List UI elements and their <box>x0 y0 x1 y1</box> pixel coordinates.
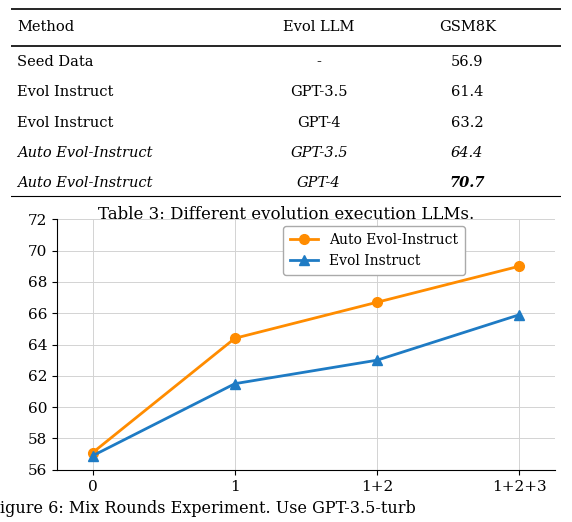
Text: 56.9: 56.9 <box>451 55 483 69</box>
Auto Evol-Instruct <box>374 299 380 305</box>
Evol Instruct <box>232 381 239 387</box>
Text: igure 6: Mix Rounds Experiment. Use GPT-3.5-turb: igure 6: Mix Rounds Experiment. Use GPT-… <box>0 500 416 517</box>
Text: GSM8K: GSM8K <box>439 20 496 34</box>
Text: GPT-4: GPT-4 <box>297 176 341 190</box>
Text: Table 3: Different evolution execution LLMs.: Table 3: Different evolution execution L… <box>98 206 474 223</box>
Text: Evol Instruct: Evol Instruct <box>17 86 113 100</box>
Text: 61.4: 61.4 <box>451 86 483 100</box>
Text: Evol LLM: Evol LLM <box>283 20 355 34</box>
Evol Instruct <box>374 357 380 363</box>
Text: Seed Data: Seed Data <box>17 55 93 69</box>
Text: GPT-3.5: GPT-3.5 <box>290 86 348 100</box>
Text: GPT-4: GPT-4 <box>297 115 341 129</box>
Evol Instruct <box>89 453 96 459</box>
Text: GPT-3.5: GPT-3.5 <box>290 146 348 160</box>
Text: Evol Instruct: Evol Instruct <box>17 115 113 129</box>
Line: Auto Evol-Instruct: Auto Evol-Instruct <box>88 262 524 457</box>
Text: -: - <box>316 55 321 69</box>
Evol Instruct <box>516 312 523 318</box>
Auto Evol-Instruct <box>516 263 523 269</box>
Text: 70.7: 70.7 <box>450 176 485 190</box>
Text: Method: Method <box>17 20 74 34</box>
Text: Auto Evol-Instruct: Auto Evol-Instruct <box>17 146 152 160</box>
Auto Evol-Instruct <box>232 335 239 341</box>
Text: 63.2: 63.2 <box>451 115 483 129</box>
Text: 64.4: 64.4 <box>451 146 483 160</box>
Line: Evol Instruct: Evol Instruct <box>88 310 524 460</box>
Auto Evol-Instruct <box>89 449 96 456</box>
Legend: Auto Evol-Instruct, Evol Instruct: Auto Evol-Instruct, Evol Instruct <box>283 226 465 275</box>
Text: Auto Evol-Instruct: Auto Evol-Instruct <box>17 176 152 190</box>
